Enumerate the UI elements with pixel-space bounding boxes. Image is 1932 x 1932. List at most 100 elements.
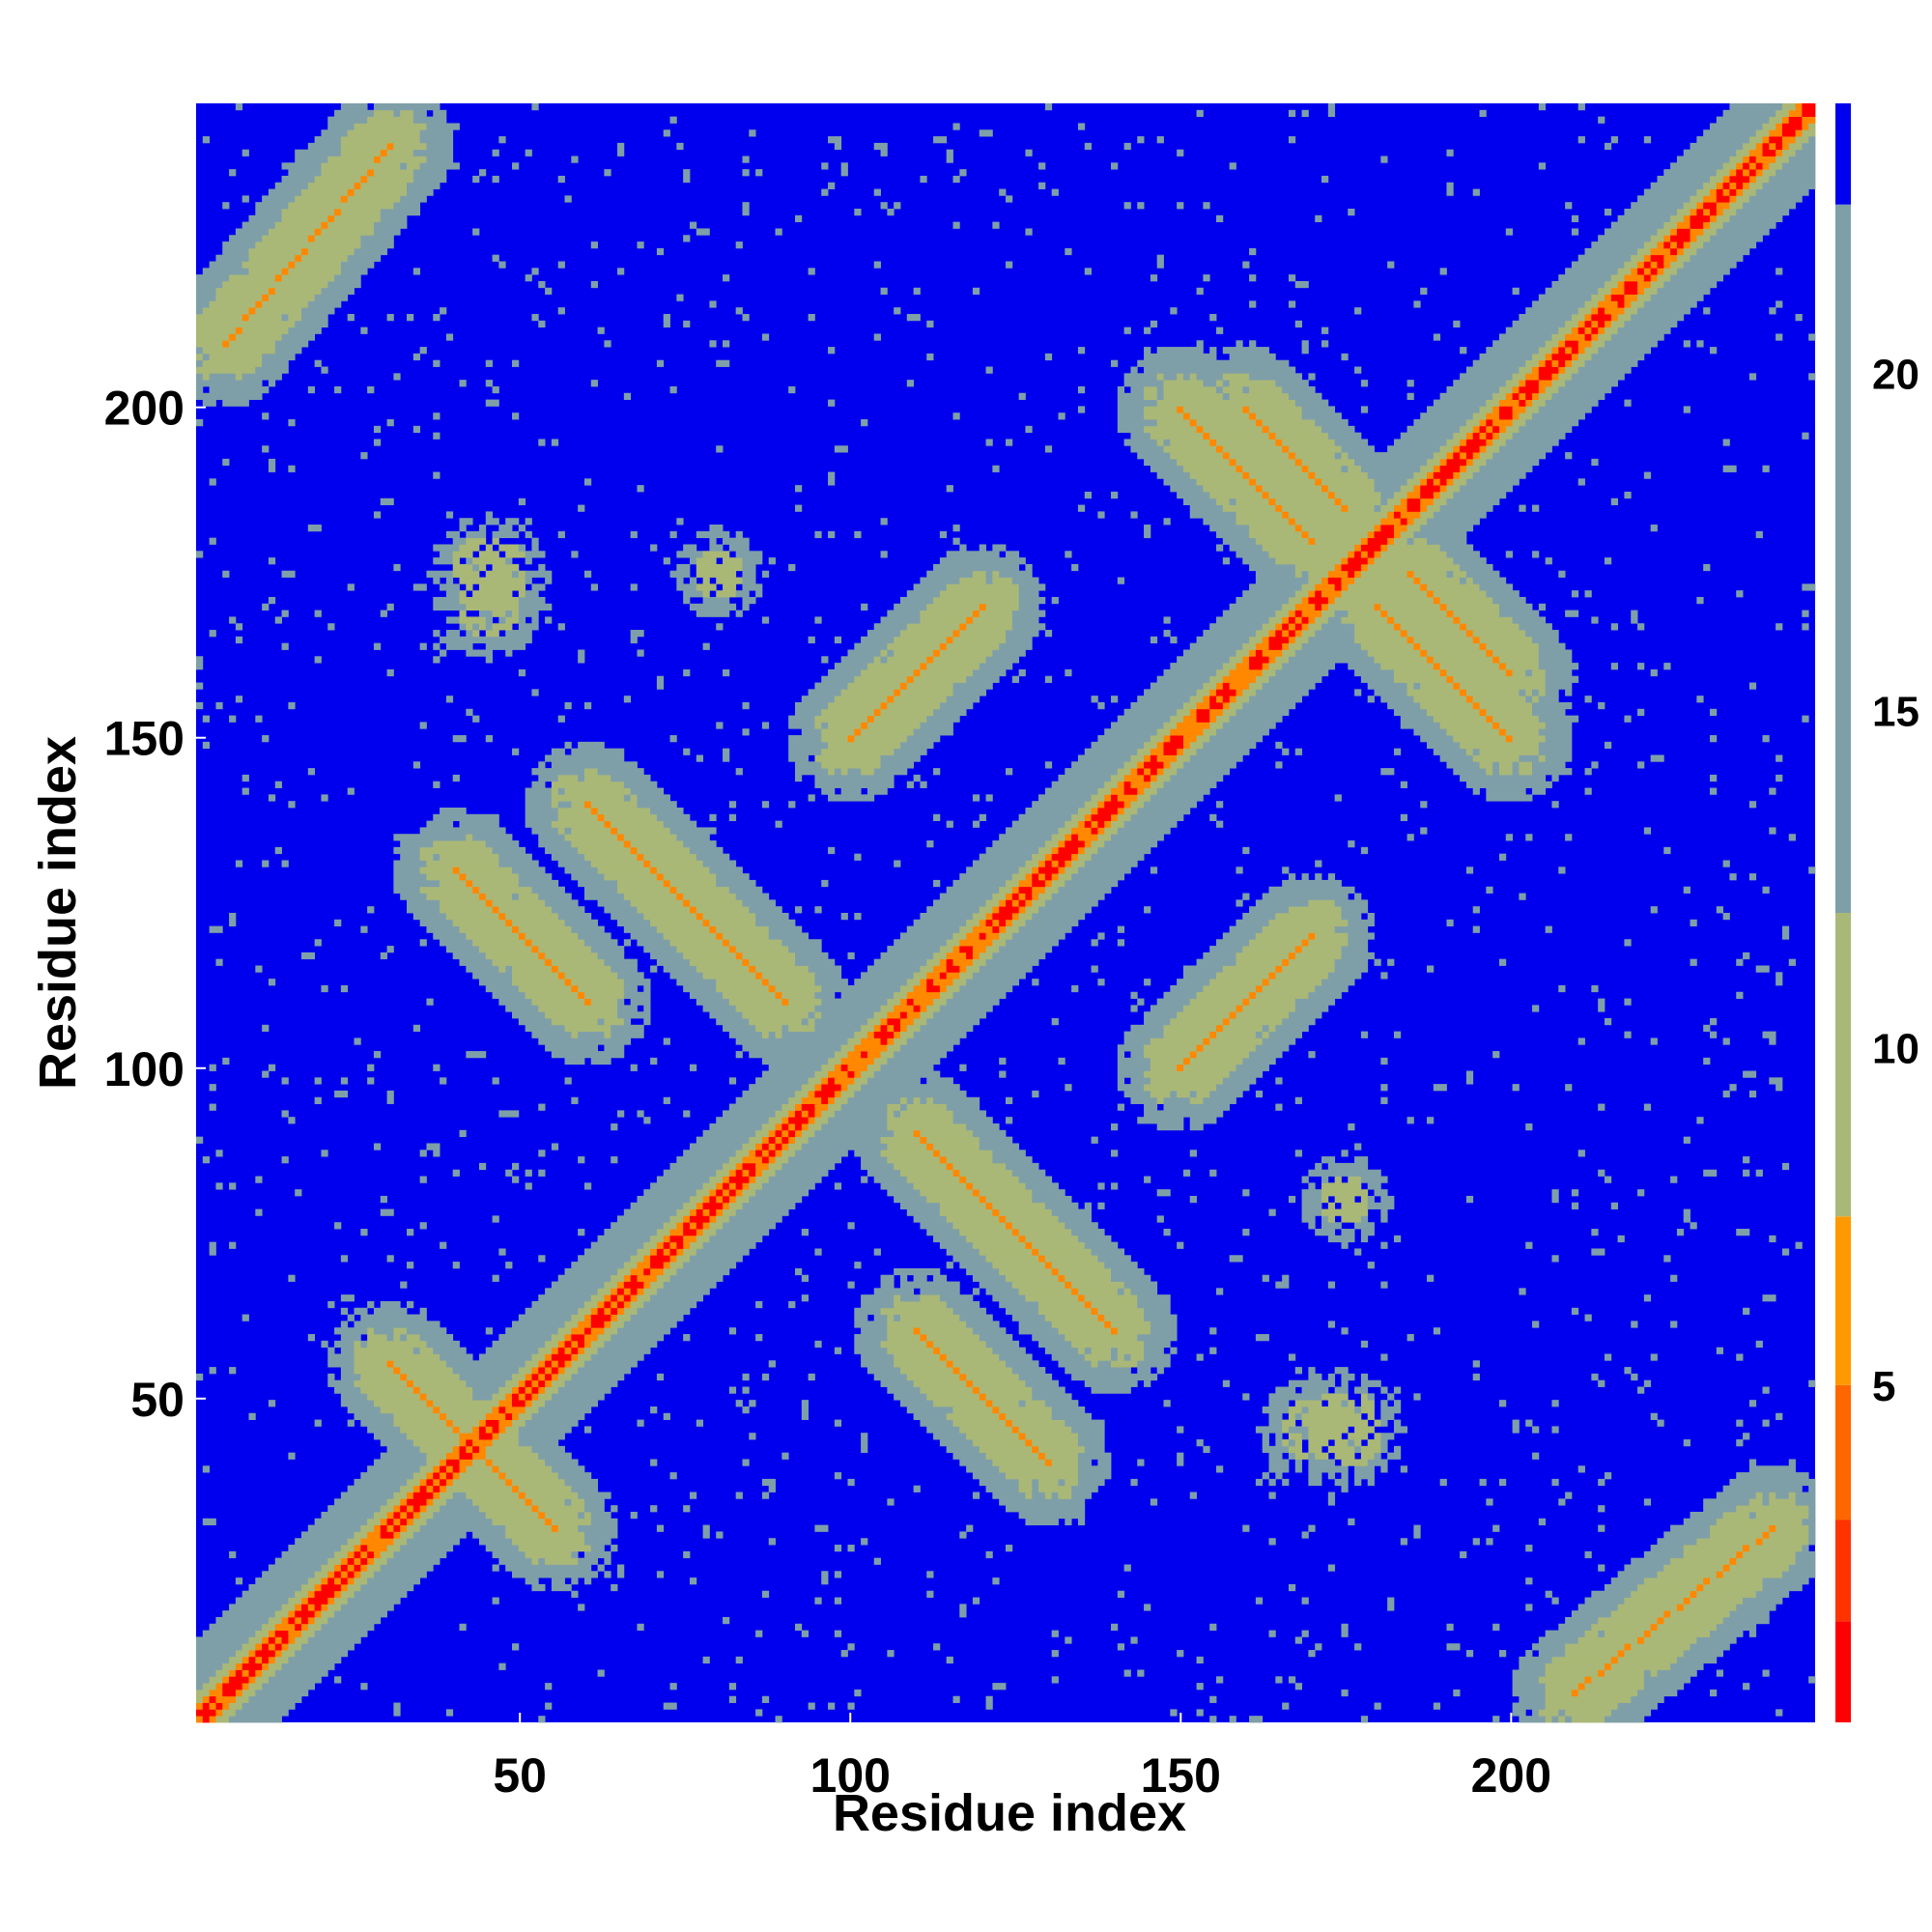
heatmap-cell (742, 899, 776, 907)
heatmap-cell (683, 668, 691, 677)
heatmap-cell (709, 1215, 717, 1223)
heatmap-cell (1598, 235, 1652, 242)
heatmap-cell (604, 1340, 658, 1349)
heatmap-cell (1091, 1386, 1131, 1394)
heatmap-cell (979, 952, 993, 960)
heatmap-cell (834, 696, 888, 703)
heatmap-cell (347, 1571, 355, 1578)
heatmap-cell (222, 1610, 276, 1618)
heatmap-cell (1288, 511, 1388, 519)
heatmap-cell (485, 1419, 499, 1427)
heatmap-cell (1130, 813, 1184, 822)
heatmap-cell (295, 1650, 349, 1658)
heatmap-cell (525, 274, 532, 282)
heatmap-cell (419, 1334, 454, 1342)
heatmap-cell (1144, 347, 1151, 355)
heatmap-cell (1196, 478, 1250, 486)
heatmap-cell (985, 439, 993, 446)
heatmap-cell (1144, 768, 1151, 776)
heatmap-cell (755, 919, 796, 927)
heatmap-cell (1781, 1248, 1790, 1256)
heatmap-cell (1051, 879, 1065, 888)
heatmap-cell (761, 1182, 815, 1190)
heatmap-cell (880, 1136, 921, 1144)
heatmap-cell (1393, 511, 1402, 519)
heatmap-cell (196, 656, 204, 664)
heatmap-cell (899, 630, 953, 638)
heatmap-cell (1308, 932, 1316, 940)
heatmap-cell (1229, 696, 1236, 703)
heatmap-cell (1018, 1229, 1072, 1236)
heatmap-cell (1643, 1636, 1697, 1644)
heatmap-cell (1301, 1176, 1309, 1183)
heatmap-cell (248, 214, 282, 223)
heatmap-cell (1209, 946, 1243, 953)
heatmap-cell (689, 1492, 697, 1499)
heatmap-cell (979, 544, 986, 552)
heatmap-cell (1505, 551, 1513, 558)
heatmap-cell (393, 886, 421, 894)
heatmap-cell (1571, 373, 1625, 381)
heatmap-cell (702, 913, 756, 921)
heatmap-cell (716, 984, 770, 993)
heatmap-cell (755, 1709, 763, 1717)
heatmap-cell (933, 656, 986, 664)
heatmap-cell (505, 919, 513, 927)
heatmap-cell (1294, 525, 1302, 532)
heatmap-cell (1610, 314, 1619, 322)
heatmap-cell (1294, 399, 1329, 407)
heatmap-cell (307, 300, 342, 308)
heatmap-cell (728, 998, 782, 1006)
heatmap-cell (709, 919, 756, 927)
heatmap-cell (966, 1379, 974, 1387)
heatmap-cell (248, 1636, 263, 1644)
heatmap-cell (696, 583, 717, 591)
heatmap-cell (445, 1478, 454, 1487)
heatmap-cell (1327, 432, 1362, 440)
heatmap-cell (1558, 359, 1566, 367)
heatmap-cell (867, 722, 921, 729)
heatmap-cell (466, 1051, 487, 1059)
heatmap-cell (1222, 347, 1269, 355)
heatmap-cell (1216, 715, 1231, 723)
heatmap-cell (1631, 1557, 1671, 1565)
heatmap-cell (880, 1005, 895, 1012)
heatmap-cell (1058, 827, 1072, 835)
heatmap-cell (222, 1683, 243, 1690)
heatmap-cell (512, 893, 520, 900)
heatmap-cell (728, 1202, 743, 1209)
heatmap-cell (1604, 209, 1612, 216)
heatmap-cell (1492, 761, 1500, 769)
heatmap-cell (295, 1604, 302, 1611)
heatmap-cell (985, 1452, 1039, 1460)
heatmap-cell (894, 1360, 948, 1368)
heatmap-cell (452, 1478, 506, 1487)
heatmap-cell (1275, 965, 1283, 973)
heatmap-cell (1065, 1518, 1072, 1526)
heatmap-cell (643, 1117, 651, 1124)
heatmap-cell (972, 1182, 1026, 1190)
heatmap-cell (1624, 209, 1678, 216)
heatmap-cell (887, 1110, 895, 1118)
heatmap-cell (1439, 465, 1461, 472)
heatmap-cell (946, 1103, 980, 1111)
heatmap-cell (583, 1538, 611, 1546)
heatmap-cell (821, 748, 895, 755)
heatmap-cell (1170, 452, 1224, 460)
heatmap-cell (1275, 432, 1329, 440)
heatmap-cell (728, 1327, 737, 1335)
heatmap-cell (531, 1400, 546, 1407)
heatmap-cell (716, 979, 763, 986)
heatmap-cell (1308, 471, 1316, 479)
heatmap-cell (755, 1176, 770, 1183)
heatmap-cell (1144, 1044, 1197, 1052)
heatmap-cell (295, 1189, 302, 1197)
heatmap-cell (742, 583, 763, 591)
heatmap-cell (1229, 1018, 1283, 1026)
heatmap-cell (1538, 1676, 1585, 1684)
heatmap-cell (478, 1353, 532, 1361)
heatmap-cell (1788, 1564, 1816, 1572)
heatmap-cell (1177, 1064, 1184, 1071)
heatmap-cell (367, 1064, 375, 1071)
heatmap-cell (1406, 425, 1461, 434)
